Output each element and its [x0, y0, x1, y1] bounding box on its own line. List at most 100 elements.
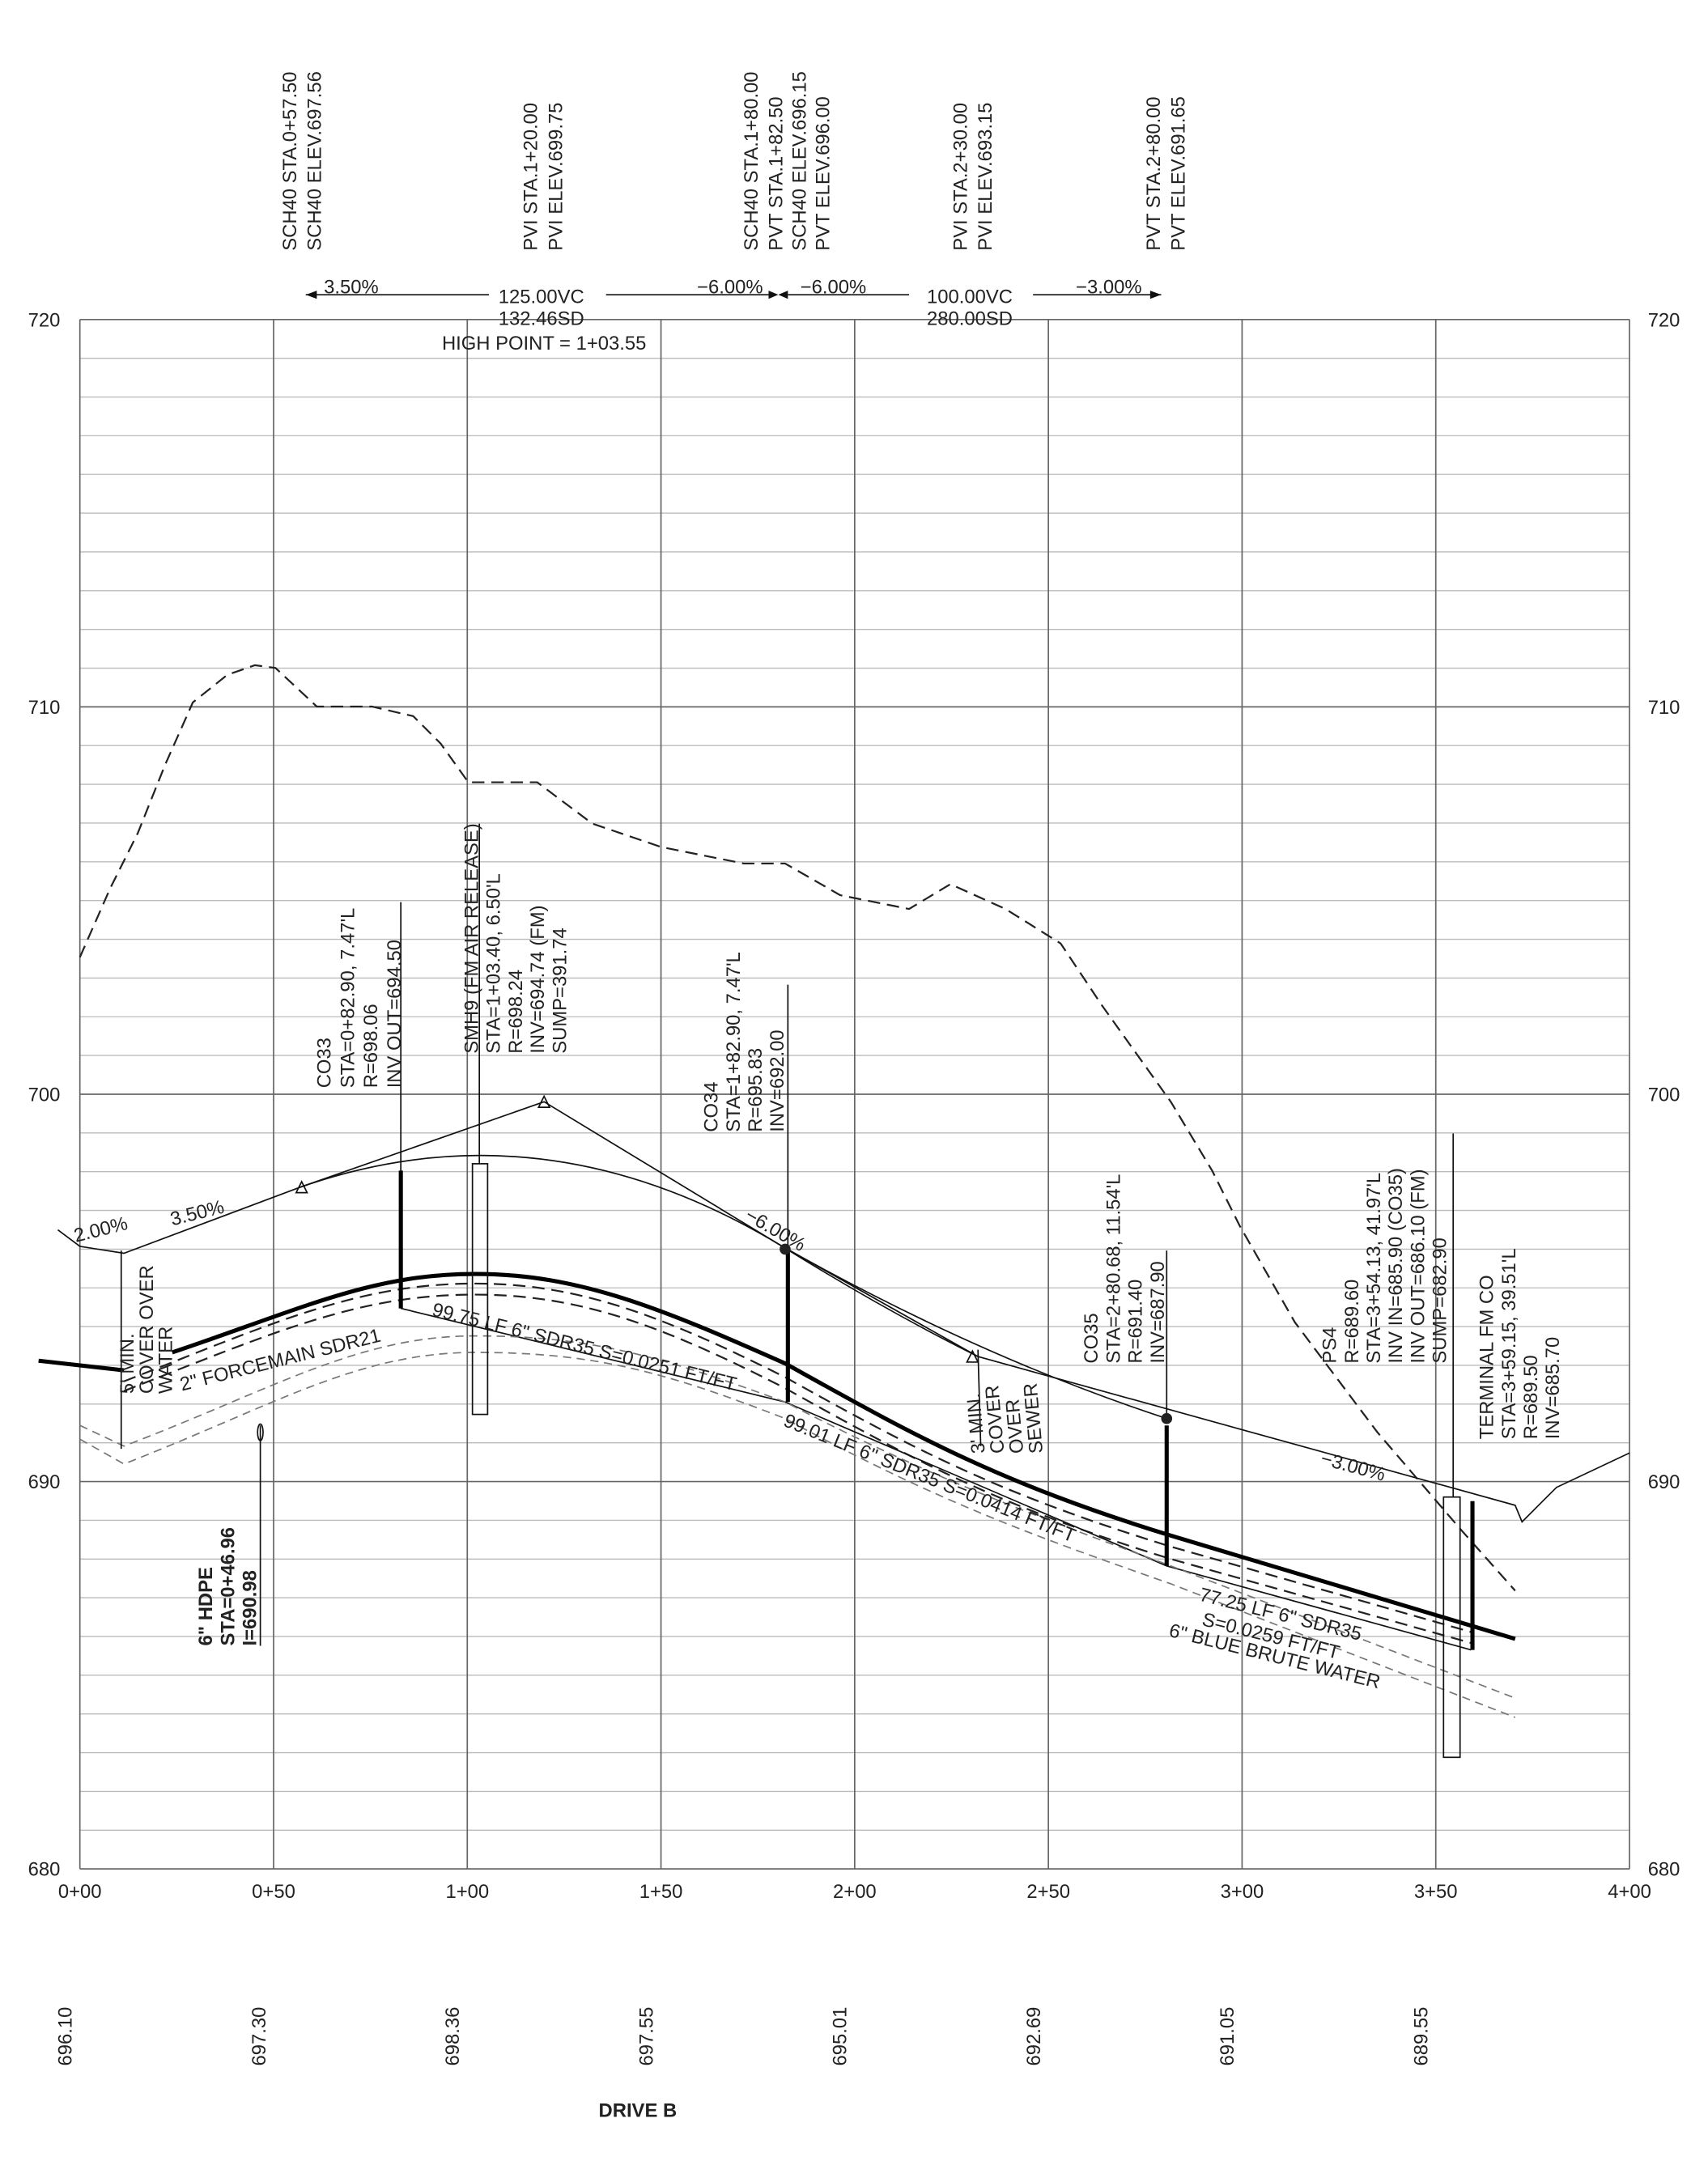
callout-text: STA=1+03.40, 6.50'L	[483, 873, 505, 1054]
callout-text: STA=0+82.90, 7.47'L	[337, 908, 359, 1089]
grade-label: 3.50%	[324, 276, 379, 298]
callout-text: CO35	[1081, 1313, 1103, 1363]
ground-elevation: 696.10	[54, 2007, 76, 2066]
grade-label: HIGH POINT = 1+03.55	[442, 333, 646, 354]
callout-text: OVER	[1001, 1398, 1028, 1454]
station-label: 0+50	[252, 1881, 295, 1903]
ground-elevation: 697.55	[635, 2007, 657, 2066]
callout-text: R=689.60	[1341, 1280, 1363, 1364]
co34-node	[780, 1243, 791, 1255]
station-label: 2+00	[833, 1881, 877, 1903]
curve-label: PVI STA.1+20.00	[520, 103, 542, 251]
callout-text: R=691.40	[1125, 1280, 1147, 1364]
callout-text: INV=685.70	[1542, 1337, 1564, 1439]
ground-elevation: 691.05	[1217, 2007, 1239, 2066]
station-label: 3+50	[1414, 1881, 1458, 1903]
ground-elevation: 697.30	[249, 2007, 270, 2066]
curve-label: SCH40 ELEV.697.56	[304, 71, 325, 251]
callout-text: I=690.98	[240, 1570, 261, 1645]
grade-label: 125.00VC	[499, 286, 584, 308]
station-label: 1+00	[445, 1881, 489, 1903]
ps4-structure	[1442, 1496, 1461, 1759]
station-label: 2+50	[1026, 1881, 1070, 1903]
callout-text: INV=687.90	[1147, 1261, 1169, 1363]
elevation-label: 690	[1648, 1471, 1680, 1493]
ground-elevation: 692.69	[1023, 2007, 1045, 2066]
elevation-label: 680	[1648, 1859, 1680, 1881]
curve-label: PVI ELEV.699.75	[545, 103, 567, 251]
forcemain	[38, 1358, 125, 1373]
callout-text: INV IN=685.90 (CO35)	[1385, 1168, 1407, 1364]
min-cover-sewer	[977, 1349, 982, 1446]
callout-text: STA=0+46.96	[217, 1527, 239, 1646]
vertical-curve	[300, 1154, 979, 1357]
grade-label: 280.00SD	[927, 308, 1013, 330]
callout-text: STA=2+80.68, 11.54'L	[1103, 1174, 1124, 1364]
callout-text: STA=1+82.90, 7.47'L	[723, 952, 745, 1132]
station-label: 1+50	[639, 1881, 683, 1903]
callout-text: SUMP=391.74	[549, 928, 571, 1054]
co35-node	[1161, 1412, 1173, 1424]
callout-text: STA=3+59.15, 39.51'L	[1498, 1248, 1520, 1439]
pipe-bottom	[400, 1307, 1472, 1651]
callout-text: INV OUT=694.50	[384, 940, 406, 1088]
station-label: 3+00	[1221, 1881, 1264, 1903]
curve-label: SCH40 STA.1+80.00	[741, 71, 763, 250]
profile-label: −3.00%	[1319, 1448, 1388, 1486]
callout-text: SUMP=682.90	[1430, 1237, 1451, 1364]
elevation-label: 700	[28, 1084, 61, 1106]
callout-text: INV=692.00	[767, 1029, 788, 1131]
callout-text: STA=3+54.13, 41.97'L	[1363, 1173, 1385, 1364]
curve-label: PVT STA.2+80.00	[1143, 96, 1165, 250]
curve-label: PVT ELEV.696.00	[812, 96, 834, 251]
callout-text: SMH9 (FM AIR RELEASE)	[461, 823, 482, 1053]
grade-label: 100.00VC	[927, 286, 1013, 308]
callout-text: INV=694.74 (FM)	[527, 905, 549, 1053]
curve-label: PVT ELEV.691.65	[1167, 96, 1189, 251]
station-label: 4+00	[1608, 1881, 1651, 1903]
callout-text: TERMINAL FM CO	[1476, 1275, 1498, 1439]
curve-label: SCH40 ELEV.696.15	[788, 71, 810, 251]
elevation-label: 710	[28, 697, 61, 719]
station-label: 0+00	[58, 1881, 102, 1903]
callout-text: CO33	[313, 1038, 335, 1088]
callout-text: 5' MIN.	[117, 1333, 138, 1394]
curve-label: PVI STA.2+30.00	[950, 103, 972, 251]
existing-ground	[79, 664, 1516, 1592]
elevation-label: 700	[1648, 1084, 1680, 1106]
ground-elevation: 695.01	[830, 2007, 852, 2066]
callout-text: R=695.83	[745, 1048, 767, 1132]
vertical-curve-2	[782, 1246, 1167, 1420]
callout-text: PS4	[1319, 1327, 1341, 1364]
ground-elevation: 698.36	[442, 2007, 464, 2066]
sanitary-pipe	[171, 1271, 1516, 1641]
profile-label: 99.75 LF 6" SDR35 S=0.0251 FT/FT	[430, 1299, 738, 1396]
curve-label: PVT STA.1+82.50	[766, 96, 788, 250]
hdpe-mark	[257, 1423, 264, 1441]
grade-label: −6.00%	[697, 276, 763, 298]
forcemain-dashed	[123, 1282, 1472, 1633]
grade-label: −6.00%	[801, 276, 866, 298]
elevation-label: 710	[1648, 697, 1680, 719]
forcemain-dashed-2	[123, 1293, 1472, 1645]
callout-text: INV OUT=686.10 (FM)	[1407, 1169, 1429, 1363]
grid	[79, 318, 1630, 1870]
pvi-markers	[295, 1094, 979, 1363]
elevation-label: 690	[28, 1471, 61, 1493]
profile-label: 2" FORCEMAIN SDR21	[178, 1325, 384, 1396]
elevation-label: 680	[28, 1859, 61, 1881]
callout-text: WATER	[155, 1327, 177, 1394]
profile-lines	[38, 291, 1630, 1759]
callout-text: R=698.06	[360, 1004, 382, 1088]
callout-text: 3' MIN.	[962, 1392, 989, 1454]
drawing-title: DRIVE B	[599, 2099, 678, 2121]
elevation-label: 720	[28, 309, 61, 331]
grade-label: 132.46SD	[499, 308, 584, 330]
grade-label: −3.00%	[1076, 276, 1141, 298]
water-line-2	[79, 1335, 1516, 1699]
callout-text: R=698.24	[505, 970, 527, 1054]
callout-text: 6" HDPE	[195, 1567, 217, 1645]
smh9-structure	[471, 1163, 489, 1416]
curve-label: PVI ELEV.693.15	[975, 103, 996, 251]
